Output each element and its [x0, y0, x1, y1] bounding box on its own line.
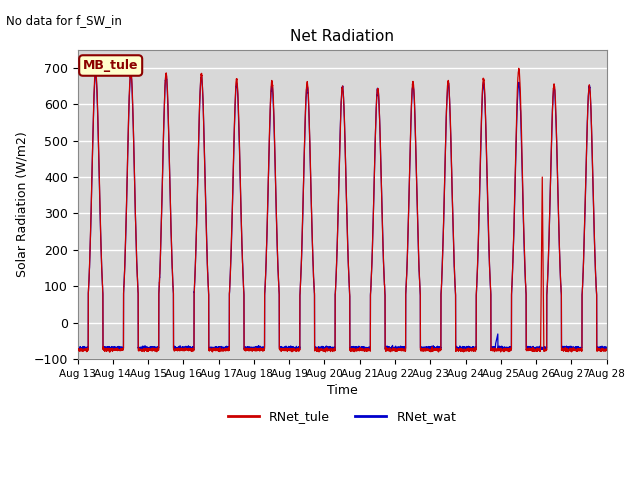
Y-axis label: Solar Radiation (W/m2): Solar Radiation (W/m2)	[15, 132, 28, 277]
Title: Net Radiation: Net Radiation	[290, 29, 394, 44]
Text: MB_tule: MB_tule	[83, 59, 138, 72]
Legend: RNet_tule, RNet_wat: RNet_tule, RNet_wat	[223, 405, 461, 428]
Text: No data for f_SW_in: No data for f_SW_in	[6, 14, 122, 27]
X-axis label: Time: Time	[327, 384, 358, 397]
